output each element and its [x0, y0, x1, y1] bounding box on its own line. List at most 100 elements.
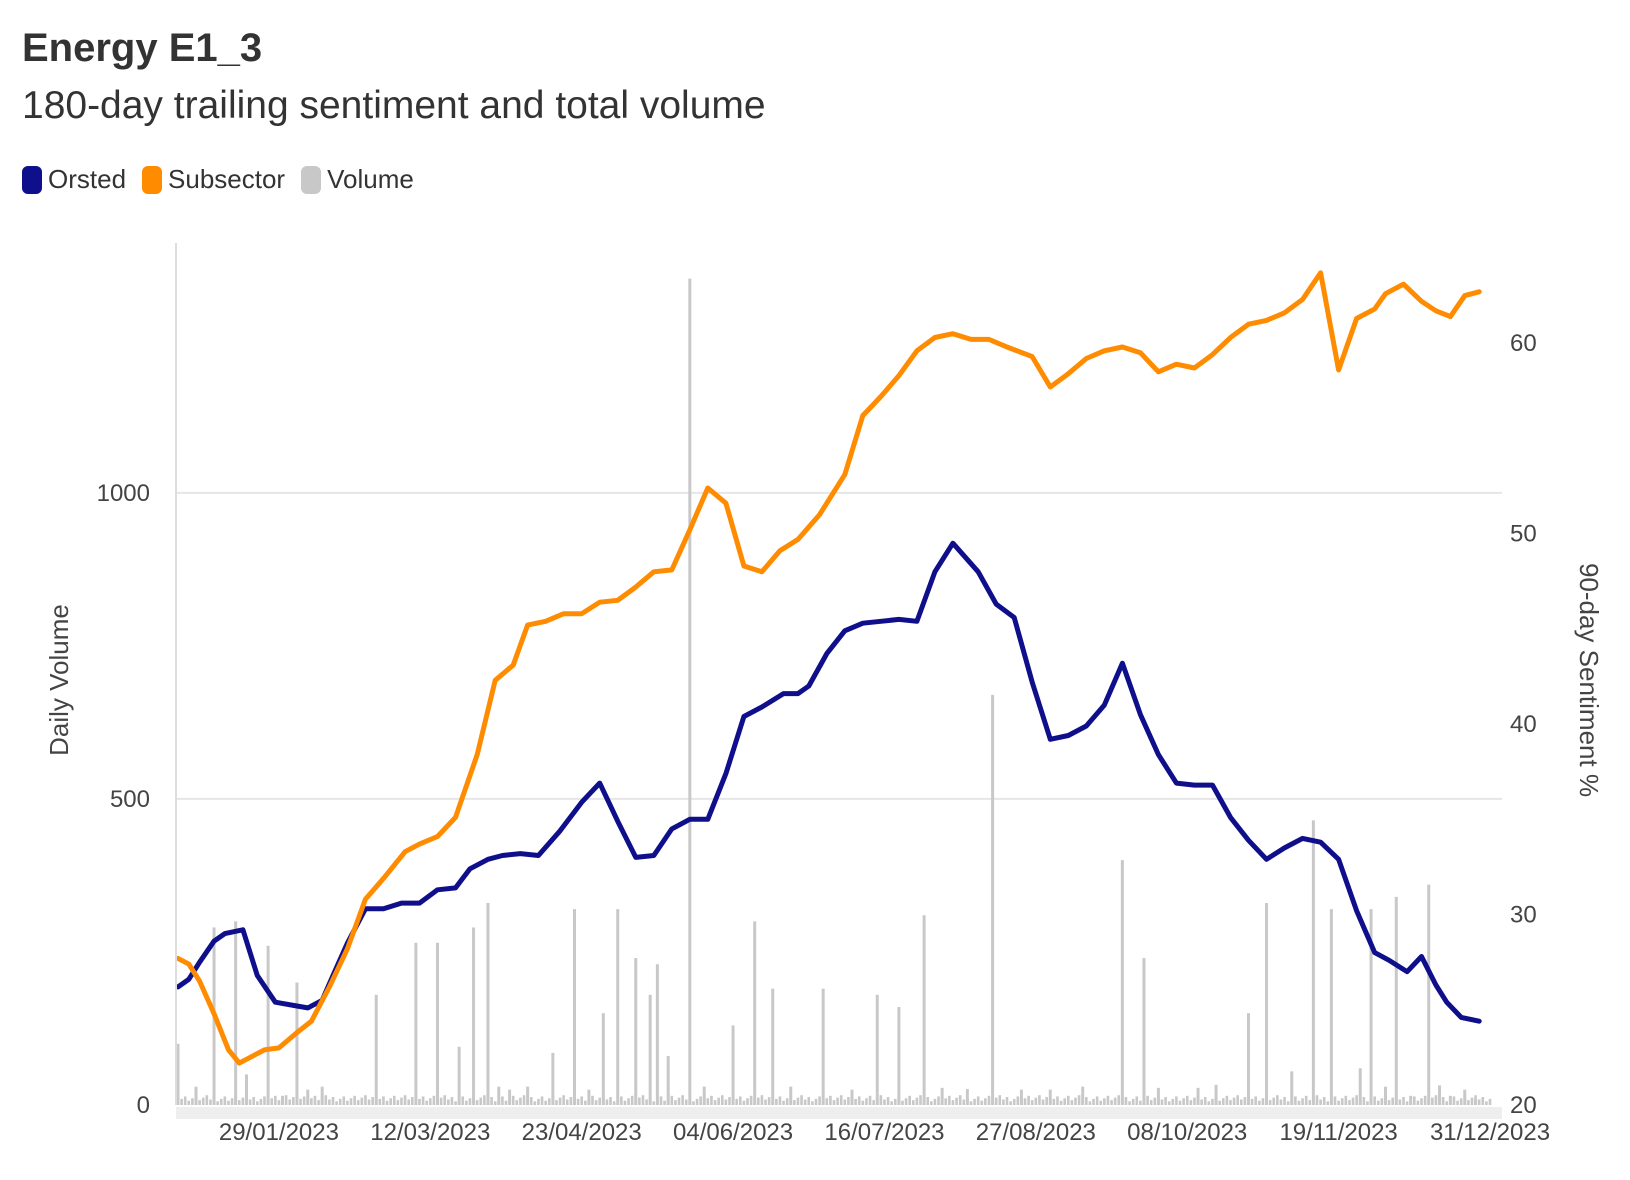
volume-bar-bg [713, 1100, 717, 1105]
volume-bar-bg [1038, 1095, 1041, 1105]
volume-bar-bg [1402, 1097, 1405, 1105]
sentiment-lines [175, 270, 1482, 1066]
volume-bar-bg [598, 1097, 602, 1105]
x-tick-label: 16/07/2023 [824, 1119, 944, 1146]
volume-bar-bg [1351, 1097, 1355, 1105]
volume-bar-bg [937, 1096, 940, 1105]
legend-item-subsector[interactable]: Subsector [142, 164, 285, 195]
volume-bar [587, 1089, 591, 1105]
volume-bar-bg [1149, 1100, 1153, 1105]
volume-bar-bg [1066, 1095, 1070, 1105]
grid-lines [176, 491, 1502, 800]
volume-bar-bg [191, 1098, 194, 1105]
volume-bar-bg [219, 1098, 223, 1105]
volume-bar [1438, 1085, 1442, 1105]
volume-bar-bg [515, 1100, 519, 1105]
volume-bar-bg [1113, 1097, 1117, 1105]
volume-bar-bg [180, 1098, 183, 1105]
volume-bar-bg [400, 1097, 403, 1105]
volume-bar-bg [1362, 1097, 1366, 1105]
volume-bar-bg [367, 1099, 371, 1105]
volume-bar-bg [490, 1097, 493, 1105]
volume-bar-bg [1456, 1100, 1459, 1105]
volume-bar [1448, 1095, 1452, 1105]
y-right-tick-label: 60 [1510, 330, 1537, 357]
legend-swatch-orsted [22, 165, 42, 194]
volume-bar-bg [807, 1097, 811, 1105]
volume-bar-bg [1009, 1101, 1012, 1105]
volume-bar-bg [976, 1096, 980, 1105]
volume-bar [551, 1052, 555, 1105]
volume-bar-bg [1405, 1101, 1409, 1105]
volume-bar-bg [720, 1095, 724, 1105]
volume-bar-bg [252, 1097, 255, 1105]
volume-bar-bg [1236, 1095, 1239, 1105]
volume-bar-bg [1095, 1096, 1099, 1105]
volume-bar-bg [1420, 1098, 1423, 1105]
volume-bar-bg [663, 1100, 666, 1105]
series-line-subsector[interactable] [175, 270, 1482, 1066]
volume-bar-bg [237, 1100, 241, 1105]
volume-bar [897, 1007, 901, 1105]
x-tick-label: 12/03/2023 [370, 1119, 490, 1146]
volume-bar-bg [450, 1097, 454, 1105]
x-tick-label: 04/06/2023 [673, 1119, 793, 1146]
y-right-tick-label: 30 [1510, 902, 1537, 929]
chart-subtitle: 180-day trailing sentiment and total vol… [22, 84, 766, 127]
volume-bar [266, 945, 270, 1105]
y-left-tick-label: 1000 [97, 480, 150, 507]
series-line-orsted[interactable] [175, 540, 1482, 1024]
volume-bar-bg [1413, 1096, 1416, 1105]
volume-bar-bg [933, 1098, 937, 1105]
volume-bar-bg [1348, 1100, 1351, 1105]
legend-swatch-subsector [142, 165, 163, 194]
volume-bar-bg [861, 1100, 865, 1105]
volume-bar-bg [392, 1095, 396, 1105]
volume-bar-bg [1063, 1098, 1066, 1105]
volume-bar-bg [695, 1098, 699, 1105]
volume-bar-bg [948, 1095, 951, 1105]
legend-item-volume[interactable]: Volume [301, 164, 414, 195]
volume-bar-bg [886, 1097, 890, 1105]
volume-bar-bg [919, 1095, 922, 1105]
volume-bar-bg [1488, 1098, 1492, 1105]
volume-bar-bg [447, 1099, 450, 1105]
volume-bar-bg [1088, 1101, 1092, 1105]
volume-bar-bg [1200, 1099, 1203, 1105]
volume-bar [634, 958, 638, 1105]
volume-bar-bg [893, 1098, 897, 1105]
volume-bar-bg [1322, 1097, 1326, 1105]
volume-bar-bg [735, 1098, 738, 1105]
volume-bar-bg [1052, 1098, 1056, 1105]
volume-bar [702, 1086, 706, 1105]
volume-bar-bg [1373, 1096, 1376, 1105]
volume-bar-bg [403, 1095, 407, 1105]
volume-bar-bg [836, 1097, 839, 1105]
volume-bar-bg [583, 1100, 587, 1105]
volume-bar [648, 994, 652, 1105]
volume-bar-bg [1128, 1101, 1131, 1105]
x-tick-label: 27/08/2023 [976, 1119, 1096, 1146]
x-tick-label: 31/12/2023 [1430, 1119, 1550, 1146]
volume-bar-bg [1261, 1098, 1265, 1105]
volume-bar-bg [227, 1100, 230, 1105]
volume-bar-bg [796, 1097, 800, 1105]
volume-bar-bg [969, 1101, 973, 1105]
volume-bar-bg [832, 1100, 836, 1105]
volume-bar-bg [540, 1096, 544, 1105]
volume-bar [1142, 958, 1146, 1105]
volume-bar-bg [519, 1097, 522, 1105]
legend-item-orsted[interactable]: Orsted [22, 164, 126, 195]
volume-bar-bg [187, 1100, 191, 1105]
volume-bar-bg [980, 1100, 984, 1105]
volume-bar [374, 994, 378, 1105]
volume-bar-bg [782, 1100, 785, 1105]
volume-bar-bg [511, 1095, 515, 1105]
volume-bar-bg [1391, 1097, 1394, 1105]
volume-bar [1463, 1089, 1467, 1105]
volume-bar-bg [371, 1097, 374, 1105]
volume-bar-bg [1110, 1100, 1113, 1105]
volume-bar-bg [576, 1098, 580, 1105]
x-tick-label: 29/01/2023 [219, 1119, 339, 1146]
volume-bar-bg [829, 1095, 832, 1105]
